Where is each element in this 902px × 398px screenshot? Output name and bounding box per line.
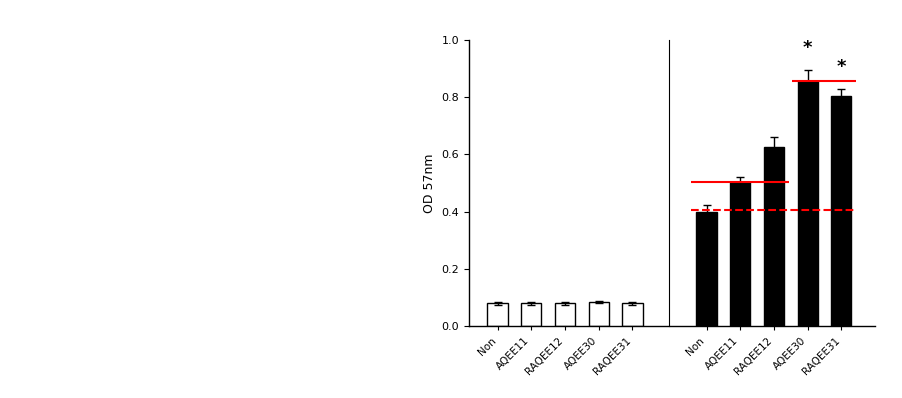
Text: *: * (803, 39, 813, 57)
Text: *: * (836, 58, 846, 76)
Bar (696, 212, 717, 326)
Bar (521, 303, 541, 326)
Bar (797, 81, 818, 326)
Bar (764, 147, 784, 326)
Bar (622, 303, 642, 326)
Bar (555, 303, 575, 326)
Y-axis label: OD 57nm: OD 57nm (423, 153, 436, 213)
Bar (730, 181, 750, 326)
Bar (487, 303, 508, 326)
Bar (589, 302, 609, 326)
Bar (832, 96, 851, 326)
